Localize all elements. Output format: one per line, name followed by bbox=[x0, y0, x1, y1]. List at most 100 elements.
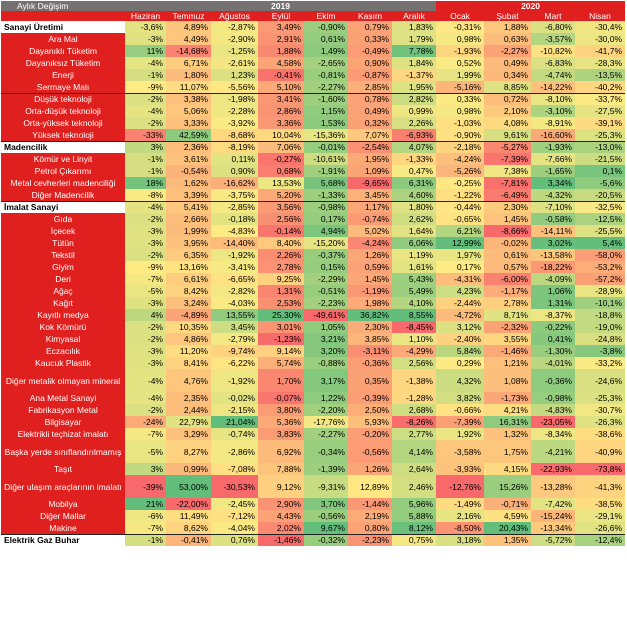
table-row: Sermaye Malı -9% 11,07% -5,56% 5,10% -2,27% 2,… bbox=[1, 81, 626, 93]
value-cell: 1,92% bbox=[436, 428, 484, 440]
value-cell: 2,66% bbox=[166, 213, 211, 225]
table-row: Orta-düşük teknoloji -4% 5,06% -2,28% 2,86% 1… bbox=[1, 105, 626, 117]
value-cell: 4,76% bbox=[166, 369, 211, 392]
value-cell: -2,44% bbox=[436, 297, 484, 309]
value-cell: -15,24% bbox=[531, 510, 575, 522]
value-cell: 2,02% bbox=[258, 522, 304, 534]
value-cell: -1,92% bbox=[211, 369, 258, 392]
value-cell: 1,06% bbox=[531, 285, 575, 297]
value-cell: 7,38% bbox=[484, 165, 531, 177]
value-cell: 0,72% bbox=[484, 92, 531, 105]
value-cell: -0,25% bbox=[436, 177, 484, 189]
value-cell: -0,49% bbox=[348, 45, 392, 57]
value-cell: 3,95% bbox=[166, 237, 211, 249]
value-cell: 42,59% bbox=[166, 129, 211, 141]
value-cell: -33,7% bbox=[575, 92, 626, 105]
value-cell: 5,43% bbox=[392, 273, 436, 285]
value-cell: -8% bbox=[125, 189, 166, 201]
value-cell: 0,90% bbox=[348, 57, 392, 69]
value-cell: -0,36% bbox=[348, 357, 392, 369]
value-cell: 1,31% bbox=[531, 297, 575, 309]
value-cell: 21% bbox=[125, 498, 166, 510]
value-cell: 7,88% bbox=[258, 463, 304, 475]
row-label: Petrol Çıkarımı bbox=[1, 165, 125, 177]
value-cell: -4,03% bbox=[211, 297, 258, 309]
row-label: Kaucuk Plastik bbox=[1, 357, 125, 369]
value-cell: 2,46% bbox=[392, 475, 436, 498]
value-cell: 2,36% bbox=[166, 140, 211, 153]
value-cell: 0,61% bbox=[304, 33, 348, 45]
value-cell: 3,02% bbox=[531, 237, 575, 249]
value-cell: 4,86% bbox=[166, 333, 211, 345]
value-cell: 9,67% bbox=[304, 522, 348, 534]
value-cell: -0,56% bbox=[304, 510, 348, 522]
value-cell: -1,44% bbox=[348, 498, 392, 510]
value-cell: -8,68% bbox=[211, 129, 258, 141]
table-row: Fabrikasyon Metal -2% 2,44% -2,15% 3,80% -2,2… bbox=[1, 404, 626, 416]
value-cell: 25,30% bbox=[258, 309, 304, 321]
value-cell: 13,16% bbox=[166, 261, 211, 273]
value-cell: 2,30% bbox=[484, 200, 531, 213]
row-label: Yüksek teknoloji bbox=[1, 129, 125, 141]
table-row: Enerji -1% 1,80% 1,23% -0,41% -0,81% -0,87% -1,… bbox=[1, 69, 626, 81]
value-cell: 6,71% bbox=[166, 57, 211, 69]
value-cell: -0,51% bbox=[304, 285, 348, 297]
value-cell: -4,21% bbox=[531, 440, 575, 463]
value-cell: -26,3% bbox=[575, 416, 626, 428]
value-cell: 5,20% bbox=[258, 189, 304, 201]
month-header: Ağustos bbox=[211, 11, 258, 21]
row-label: Sanayi Üretimi bbox=[1, 21, 125, 33]
value-cell: -13,28% bbox=[531, 475, 575, 498]
row-label: Eczacılık bbox=[1, 345, 125, 357]
value-cell: -4,09% bbox=[531, 273, 575, 285]
value-cell: 3,17% bbox=[304, 369, 348, 392]
value-cell: -1,37% bbox=[392, 69, 436, 81]
value-cell: -0,81% bbox=[304, 69, 348, 81]
value-cell: 8,27% bbox=[166, 440, 211, 463]
table-row: Dayanıklı Tüketim 11% -14,68% -1,25% 1,88% 1,… bbox=[1, 45, 626, 57]
value-cell: -2,15% bbox=[211, 404, 258, 416]
value-cell: 0,15% bbox=[304, 261, 348, 273]
value-cell: 6,06% bbox=[392, 237, 436, 249]
value-cell: -1,28% bbox=[392, 392, 436, 404]
value-cell: -1,93% bbox=[436, 45, 484, 57]
value-cell: -13,58% bbox=[531, 249, 575, 261]
row-label: Kömür ve Linyit bbox=[1, 153, 125, 165]
value-cell: 3,55% bbox=[484, 333, 531, 345]
row-label: Mobilya bbox=[1, 498, 125, 510]
value-cell: -0,56% bbox=[348, 440, 392, 463]
value-cell: -12,4% bbox=[575, 533, 626, 546]
value-cell: 3,45% bbox=[348, 189, 392, 201]
value-cell: 36,82% bbox=[348, 309, 392, 321]
value-cell: -2,20% bbox=[304, 404, 348, 416]
value-cell: -4,04% bbox=[211, 522, 258, 534]
value-cell: 2,64% bbox=[392, 463, 436, 475]
value-cell: 5,06% bbox=[166, 105, 211, 117]
value-cell: -21,5% bbox=[575, 153, 626, 165]
value-cell: -25,3% bbox=[575, 129, 626, 141]
value-cell: 5,84% bbox=[436, 345, 484, 357]
value-cell: -20,5% bbox=[575, 189, 626, 201]
value-cell: 2,91% bbox=[258, 33, 304, 45]
table-row: İmalat Sanayi -4% 5,41% -2,85% 3,56% -0,98% 1,… bbox=[1, 200, 626, 213]
value-cell: 1,08% bbox=[484, 369, 531, 392]
value-cell: 1,95% bbox=[392, 81, 436, 93]
row-label: Tekstil bbox=[1, 249, 125, 261]
value-cell: 0,49% bbox=[484, 57, 531, 69]
value-cell: -0,36% bbox=[531, 369, 575, 392]
value-cell: -4% bbox=[125, 105, 166, 117]
value-cell: -10,82% bbox=[531, 45, 575, 57]
value-cell: -1,23% bbox=[258, 333, 304, 345]
value-cell: 0,79% bbox=[348, 21, 392, 33]
table-row: Makine -7% 8,62% -4,04% 2,02% 9,67% 0,80% 8,12%… bbox=[1, 522, 626, 534]
value-cell: 3,24% bbox=[166, 297, 211, 309]
value-cell: -0,32% bbox=[304, 533, 348, 546]
value-cell: -6,80% bbox=[531, 21, 575, 33]
value-cell: -10,1% bbox=[575, 297, 626, 309]
value-cell: -3% bbox=[125, 237, 166, 249]
value-cell: 22,79% bbox=[166, 416, 211, 428]
value-cell: -25,5% bbox=[575, 225, 626, 237]
value-cell: -1,65% bbox=[531, 165, 575, 177]
table-row: Madencilik 3% 2,36% -8,19% 7,06% -0,01% -2,54%… bbox=[1, 140, 626, 153]
row-label: Kayıtlı medya bbox=[1, 309, 125, 321]
